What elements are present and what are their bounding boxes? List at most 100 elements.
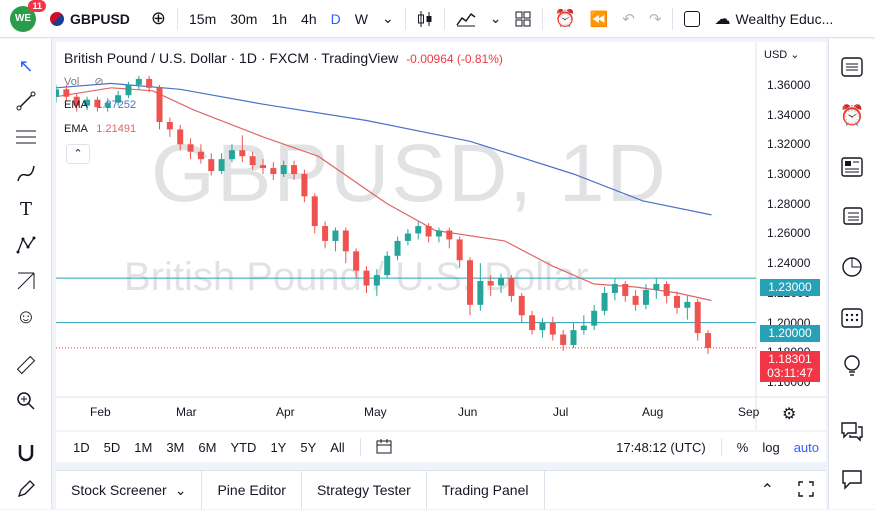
divider [720, 438, 722, 456]
chart-pane[interactable]: GBPUSD, 1D British Pound / U.S. Dollar B… [56, 42, 826, 430]
calendar-list-icon[interactable] [836, 199, 868, 231]
range-5d[interactable]: 5D [103, 439, 121, 455]
log-toggle[interactable]: log [762, 439, 780, 455]
range-1y[interactable]: 1Y [270, 439, 287, 455]
collapse-panel-icon[interactable]: ⌃ [760, 482, 774, 499]
watermark-symbol: GBPUSD, 1D [151, 128, 668, 219]
candle-body [653, 284, 660, 290]
candle-body [622, 284, 629, 296]
price-tick-label: 1.32000 [767, 137, 811, 152]
range-ytd[interactable]: YTD [230, 439, 257, 455]
watchlist-icon[interactable] [836, 51, 868, 83]
drawing-toolbar: ↖ T ☺ [0, 39, 52, 509]
range-1d[interactable]: 1D [73, 439, 90, 455]
chat-icon[interactable] [836, 463, 868, 495]
account-menu[interactable]: ☁ Wealthy Educ... [707, 0, 840, 38]
range-all[interactable]: All [330, 439, 345, 455]
chat-bubbles-icon[interactable] [836, 415, 868, 447]
price-tick-label: 1.26000 [767, 226, 811, 241]
range-3m[interactable]: 3M [166, 439, 185, 455]
idea-bulb-icon[interactable] [836, 349, 868, 381]
redo-icon[interactable]: ↷ [648, 10, 662, 28]
compare-plus-icon[interactable]: ⊕ [150, 8, 166, 28]
candle-body [425, 226, 432, 237]
candle-body [197, 151, 204, 160]
range-6m[interactable]: 6M [198, 439, 217, 455]
interval-4h[interactable]: 4h [301, 10, 317, 27]
brush-icon[interactable] [12, 159, 40, 187]
time-tick-label: Jul [553, 405, 569, 419]
symbol-search[interactable]: GBPUSD [50, 11, 130, 27]
ruler-icon[interactable] [12, 351, 40, 379]
candle-body [487, 281, 494, 286]
price-tick-label: 1.36000 [767, 77, 811, 92]
chevron-down-icon[interactable]: ⌄ [174, 481, 187, 498]
magnet-icon[interactable] [12, 439, 40, 467]
tab-strategy-tester[interactable]: Strategy Tester [302, 470, 427, 510]
right-sidebar: ⏰ [828, 39, 875, 509]
candle-body [498, 278, 505, 286]
range-1m[interactable]: 1M [134, 439, 153, 455]
utc-clock[interactable]: 17:48:12 (UTC) [616, 439, 706, 455]
candle-body [146, 78, 153, 88]
fib-lines-icon[interactable] [12, 123, 40, 151]
cursor-icon[interactable]: ↖ [18, 55, 34, 76]
trend-line-icon[interactable] [12, 87, 40, 115]
tab-stock-screener[interactable]: Stock Screener ⌄ [56, 470, 203, 510]
candle-body [270, 168, 277, 175]
date-range-calendar-icon[interactable] [369, 438, 399, 457]
tab-trading-panel[interactable]: Trading Panel [427, 470, 545, 510]
candle-body [642, 289, 649, 305]
interval-15m[interactable]: 15m [189, 10, 217, 27]
pie-icon[interactable] [836, 251, 868, 283]
fullscreen-square-icon[interactable] [677, 0, 707, 38]
vol-legend[interactable]: Vol ⊘ [64, 75, 104, 88]
indicators-icon[interactable] [449, 0, 483, 38]
ema-fast-legend[interactable]: EMA 1.21491 [64, 123, 136, 135]
interval-w[interactable]: W [354, 10, 368, 27]
interval-30m[interactable]: 30m [230, 10, 258, 27]
forecast-icon[interactable] [12, 267, 40, 295]
candle-body [384, 255, 391, 276]
candle-type-icon[interactable] [410, 0, 440, 38]
candle-body [94, 99, 101, 108]
pattern-icon[interactable] [12, 231, 40, 259]
chevron-down-icon[interactable]: ⌄ [489, 10, 502, 26]
calendar-grid-icon[interactable] [836, 301, 868, 333]
logo[interactable]: WE 11 [10, 0, 46, 32]
layout-grid-icon[interactable] [508, 0, 538, 38]
settings-gear-icon[interactable]: ⚙ [782, 406, 797, 423]
text-tool-icon[interactable]: T [19, 198, 32, 220]
range-5y[interactable]: 5Y [300, 439, 317, 455]
alarm-clock-icon[interactable]: ⏰ [839, 104, 865, 127]
replay-icon[interactable]: ⏪ [589, 10, 609, 28]
interval-d[interactable]: D [330, 10, 341, 27]
time-tick-label: Apr [276, 405, 295, 419]
candle-body [187, 144, 194, 152]
candle-body [508, 278, 515, 296]
price-chart[interactable] [56, 42, 826, 430]
currency-selector[interactable]: USD ⌄ [764, 49, 800, 61]
candle-body [674, 295, 680, 308]
undo-icon[interactable]: ↶ [622, 10, 635, 28]
interval-1h[interactable]: 1h [271, 10, 288, 27]
collapse-legend-button[interactable]: ⌃ [66, 144, 90, 164]
price-tick-label: 1.24000 [767, 256, 811, 271]
time-tick-label: May [364, 405, 387, 419]
percent-toggle[interactable]: % [736, 439, 749, 455]
legend-change: -0.00964 (-0.81%) [406, 52, 503, 66]
maximize-panel-icon[interactable] [786, 480, 826, 500]
candle-body [218, 159, 225, 172]
lock-pencil-icon[interactable] [12, 475, 40, 503]
alert-clock-icon[interactable]: ⏰ [554, 8, 576, 28]
emoji-icon[interactable]: ☺ [15, 305, 37, 328]
chevron-down-icon[interactable]: ⌄ [381, 10, 394, 26]
auto-toggle[interactable]: auto [793, 439, 819, 455]
hidden-eye-icon[interactable]: ⊘ [94, 76, 104, 88]
news-icon[interactable] [836, 151, 868, 183]
candle-body [446, 230, 453, 240]
ema-slow-legend[interactable]: EMA 1.27252 [64, 99, 136, 111]
tab-pine-editor[interactable]: Pine Editor [202, 470, 302, 510]
divider [443, 7, 445, 30]
zoom-in-icon[interactable] [12, 387, 40, 415]
